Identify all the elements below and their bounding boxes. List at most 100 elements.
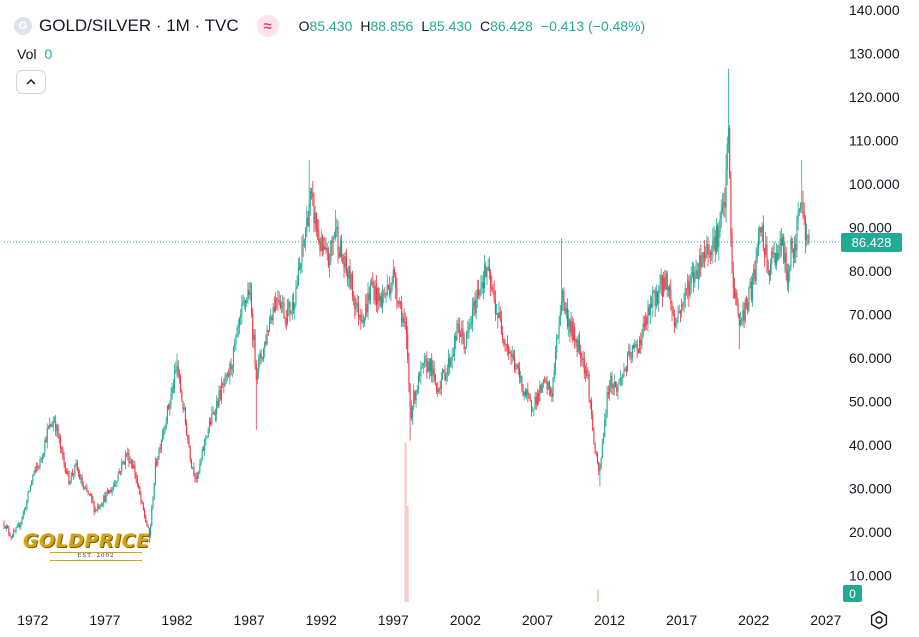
candle-body (154, 461, 156, 484)
candle-body (761, 225, 763, 233)
candle-body (732, 273, 734, 289)
low-value: 85.430 (429, 18, 472, 34)
candle-body (760, 227, 762, 233)
candle-body (174, 370, 176, 389)
candle-body (499, 311, 501, 320)
collapse-legend-button[interactable] (16, 70, 46, 94)
candle-body (744, 299, 746, 321)
candle-body (3, 523, 5, 527)
candle-body (580, 350, 582, 359)
candle-body (381, 294, 384, 307)
candle-body (491, 286, 493, 289)
candle-body (101, 503, 104, 506)
candle-body (490, 272, 492, 287)
candle-body (138, 483, 140, 487)
candle-body (401, 303, 403, 323)
candle-body (576, 339, 578, 353)
candle-body (697, 275, 699, 279)
candle-body (94, 509, 96, 512)
candle-body (786, 270, 788, 284)
candle-body (217, 400, 219, 407)
candle-body (386, 284, 388, 295)
low-label: L (421, 18, 430, 34)
candle-body (256, 372, 259, 380)
symbol-title[interactable]: GOLD/SILVER · 1M · TVC (39, 16, 239, 35)
candle-body (39, 459, 41, 468)
candle-body (271, 316, 273, 321)
candle-body (266, 330, 268, 344)
candle-body (32, 474, 34, 482)
candle-body (719, 218, 721, 231)
candle-body (177, 366, 179, 376)
symbol-logo-icon[interactable]: G (14, 17, 32, 35)
x-axis[interactable]: 1972 1977 1982 1987 1992 1997 2002 2007 2012 2017… (17, 612, 841, 628)
gear-icon[interactable] (869, 610, 889, 630)
candle-body (171, 386, 173, 395)
candle-body (277, 299, 279, 301)
candle-body (653, 290, 655, 292)
candle-body (529, 398, 531, 401)
candle-body (355, 305, 357, 309)
candle-body (699, 255, 701, 276)
volume-bar (404, 442, 407, 602)
candle-body (620, 377, 623, 379)
candle-body (403, 317, 405, 322)
wave-icon[interactable]: ≈ (256, 15, 279, 37)
candle-body (19, 524, 21, 527)
candle-body (473, 301, 475, 307)
candle-body (151, 507, 153, 526)
candle-body (592, 414, 594, 431)
candle-body (368, 293, 370, 301)
y-tick-label: 60.000 (849, 350, 892, 366)
candle-body (305, 232, 307, 241)
candle-body (88, 493, 90, 495)
candle-body (472, 306, 474, 323)
candle-body (534, 396, 536, 410)
candle-body (311, 191, 313, 194)
candle-body (569, 319, 571, 333)
candle-body (95, 509, 98, 511)
candle-body (773, 252, 775, 254)
candle-body (182, 401, 184, 411)
candle-body (121, 462, 123, 472)
candle-body (566, 308, 569, 327)
candle-body (98, 506, 100, 508)
candle-body (777, 253, 779, 260)
candle-body (577, 339, 579, 353)
candle-body (451, 356, 453, 361)
candle-body (792, 249, 794, 258)
candle-body (112, 486, 114, 490)
candle-body (198, 471, 200, 475)
candle-body (380, 295, 382, 307)
x-tick-label: 1992 (306, 612, 337, 628)
candle-body (427, 361, 429, 373)
candle-body (643, 323, 645, 327)
candle-body (299, 267, 301, 269)
candle-body (313, 196, 315, 224)
candle-body (242, 302, 244, 305)
candle-body (595, 453, 597, 455)
candle-body (335, 229, 337, 238)
candle-body (58, 436, 60, 439)
candle-body (336, 226, 338, 230)
volume-layer (404, 442, 599, 602)
candle-body (350, 274, 352, 288)
candle-body (639, 339, 641, 353)
candle-body (47, 427, 50, 429)
candle-body (202, 449, 204, 451)
candle-body (426, 359, 428, 373)
candle-body (109, 490, 111, 494)
candle-body (688, 280, 690, 296)
candle-body (75, 462, 77, 465)
candle-body (361, 320, 363, 321)
candle-body (296, 285, 298, 289)
candle-body (201, 449, 203, 459)
y-axis[interactable]: 140.000 130.000 120.000 110.000 100.000 90.00… (849, 2, 900, 584)
candle-body (768, 270, 770, 276)
candle-body (599, 468, 601, 472)
candle-body (801, 202, 803, 204)
candle-body (589, 399, 591, 402)
candle-body (342, 257, 344, 263)
candle-body (105, 493, 107, 502)
